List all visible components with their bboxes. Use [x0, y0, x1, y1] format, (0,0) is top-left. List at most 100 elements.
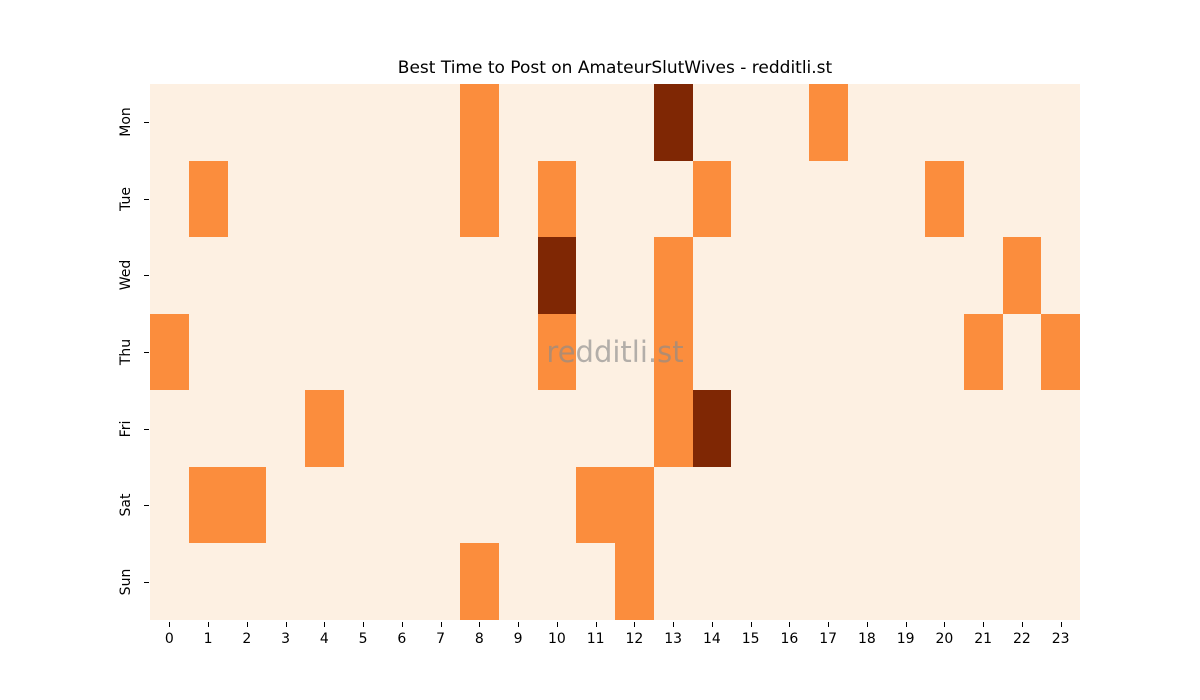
heatmap-cell [498, 237, 538, 314]
x-tick-label: 8 [474, 631, 484, 647]
heatmap-cell [770, 237, 809, 314]
x-tick-label: 9 [513, 631, 523, 647]
heatmap-cell [925, 543, 964, 620]
x-tick-mark [479, 622, 481, 627]
heatmap-cell [498, 313, 538, 391]
heatmap-cell [266, 390, 305, 467]
heatmap-cell [305, 84, 344, 161]
y-tick-label: Tue [118, 186, 134, 211]
heatmap-cell [731, 466, 770, 544]
heatmap-cell [963, 237, 1003, 314]
heatmap-cell [808, 237, 848, 314]
heatmap-cell [382, 313, 422, 391]
heatmap-cell [1041, 160, 1080, 238]
heatmap-cell [692, 84, 732, 161]
x-tick-label: 2 [242, 631, 252, 647]
heatmap-cell [498, 390, 538, 467]
heatmap-cell [382, 160, 422, 238]
heatmap-cell [227, 543, 267, 620]
x-tick-mark [673, 622, 675, 627]
heatmap-cell [692, 390, 732, 467]
x-tick-label: 4 [319, 631, 329, 647]
heatmap-cell [692, 543, 732, 620]
heatmap-cell [382, 237, 422, 314]
x-tick-mark [1060, 622, 1062, 627]
x-tick-mark [905, 622, 907, 627]
heatmap-cell [1041, 543, 1080, 620]
heatmap-cell [266, 84, 305, 161]
x-tick-label: 15 [741, 631, 760, 647]
heatmap-cell [343, 390, 383, 467]
heatmap-cell [847, 390, 887, 467]
heatmap-cell [460, 466, 499, 544]
heatmap-cell [460, 84, 499, 161]
heatmap-cell [770, 466, 809, 544]
heatmap-cell [1002, 543, 1042, 620]
heatmap-cell [576, 390, 615, 467]
heatmap-cell [188, 84, 228, 161]
heatmap-cell [692, 160, 732, 238]
heatmap-cell [653, 160, 693, 238]
heatmap-cell [886, 84, 925, 161]
heatmap-cell [576, 313, 615, 391]
x-tick-label: 12 [625, 631, 644, 647]
heatmap-cell [1002, 466, 1042, 544]
heatmap-cell [731, 543, 770, 620]
heatmap-cell [925, 84, 964, 161]
x-tick-mark [595, 622, 597, 627]
heatmap-cell [498, 84, 538, 161]
heatmap-cell [266, 160, 305, 238]
heatmap-cell [266, 237, 305, 314]
heatmap-cell [227, 390, 267, 467]
heatmap-cell [808, 543, 848, 620]
heatmap-cell [731, 313, 770, 391]
heatmap-cell [886, 313, 925, 391]
heatmap-cell [1002, 160, 1042, 238]
heatmap-cell [731, 160, 770, 238]
heatmap-cell [266, 313, 305, 391]
heatmap-cell [227, 237, 267, 314]
heatmap-cell [770, 313, 809, 391]
heatmap-cell [615, 390, 654, 467]
heatmap-cell [925, 237, 964, 314]
x-tick-mark [711, 622, 713, 627]
heatmap-cell [343, 237, 383, 314]
heatmap-cell [576, 160, 615, 238]
heatmap-cell [925, 466, 964, 544]
x-tick-label: 13 [664, 631, 683, 647]
heatmap-cell [382, 466, 422, 544]
heatmap-cell [188, 543, 228, 620]
heatmap-cell [460, 543, 499, 620]
heatmap-cell [421, 313, 460, 391]
heatmap-cell [925, 160, 964, 238]
heatmap-cell [188, 466, 228, 544]
heatmap-cell [847, 313, 887, 391]
heatmap-cell [150, 237, 189, 314]
heatmap-cell [537, 160, 577, 238]
heatmap-cell [1041, 313, 1080, 391]
heatmap-cell [886, 160, 925, 238]
heatmap-cell [653, 313, 693, 391]
heatmap-cell [847, 543, 887, 620]
heatmap-cell [653, 237, 693, 314]
heatmap-cell [1002, 84, 1042, 161]
heatmap-cell [498, 543, 538, 620]
heatmap-cell [305, 390, 344, 467]
y-tick-label: Thu [118, 338, 134, 366]
x-tick-mark [440, 622, 442, 627]
heatmap-cell [537, 237, 577, 314]
heatmap-cell [1002, 390, 1042, 467]
heatmap-cell [343, 160, 383, 238]
heatmap-cell [615, 237, 654, 314]
heatmap-cell [498, 466, 538, 544]
x-tick-label: 3 [281, 631, 291, 647]
heatmap-cell [305, 237, 344, 314]
x-tick-mark [983, 622, 985, 627]
heatmap-cell [847, 237, 887, 314]
heatmap-cell [615, 313, 654, 391]
heatmap-cell [692, 313, 732, 391]
y-tick-mark [144, 505, 149, 507]
heatmap-cell [886, 390, 925, 467]
heatmap-cell [886, 237, 925, 314]
